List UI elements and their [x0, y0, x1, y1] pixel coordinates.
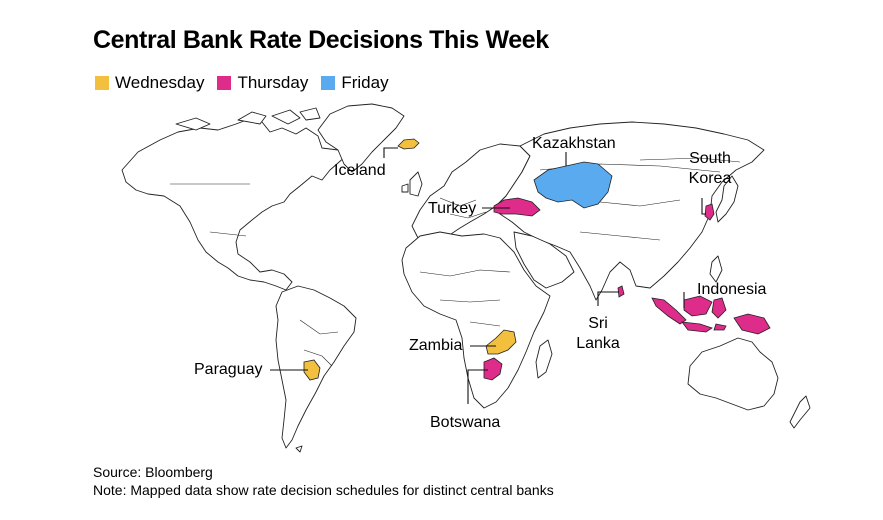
- arctic-islands: [175, 107, 321, 131]
- border-asia-1: [579, 157, 741, 241]
- footer: Source: Bloomberg Note: Mapped data show…: [93, 463, 554, 499]
- label-sri-lanka: Sri Lanka: [568, 314, 628, 354]
- new-zealand-landmass: [789, 395, 811, 429]
- label-south-korea-line1: South: [689, 150, 731, 167]
- border-europe-1: [439, 197, 487, 219]
- japan-landmass: [715, 175, 739, 223]
- legend-label-thursday: Thursday: [237, 73, 309, 92]
- botswana-leader: [467, 369, 488, 404]
- madagascar-landmass: [535, 339, 553, 379]
- label-kazakhstan: Kazakhstan: [532, 135, 616, 152]
- uk-landmass: [401, 171, 423, 197]
- iceland-leader: [383, 147, 398, 158]
- sri-lanka-leader: [597, 291, 619, 306]
- africa-landmass: [401, 231, 551, 409]
- label-sri-lanka-line1: Sri: [588, 315, 608, 332]
- iceland-shape: [397, 138, 420, 150]
- indonesia-shape: [651, 295, 771, 335]
- label-sri-lanka-line2: Lanka: [576, 335, 620, 352]
- label-south-korea-line2: Korea: [688, 170, 732, 187]
- small-islands: [295, 445, 303, 453]
- legend-swatch-wednesday: [95, 76, 109, 90]
- border-us-mexico: [209, 231, 247, 237]
- legend: Wednesday Thursday Friday: [95, 73, 389, 93]
- border-brazil: [299, 319, 339, 367]
- arabia-landmass: [513, 231, 575, 289]
- legend-item-thursday: Thursday: [217, 73, 308, 93]
- legend-item-friday: Friday: [321, 73, 389, 93]
- legend-item-wednesday: Wednesday: [95, 73, 204, 93]
- turkey-shape: [493, 197, 541, 217]
- label-indonesia: Indonesia: [697, 281, 767, 298]
- source-text: Source: Bloomberg: [93, 464, 213, 480]
- sri-lanka-shape: [617, 285, 625, 298]
- label-south-korea: South Korea: [682, 149, 738, 189]
- label-iceland: Iceland: [334, 162, 386, 179]
- legend-swatch-thursday: [217, 76, 232, 90]
- label-paraguay: Paraguay: [194, 361, 263, 378]
- australia-landmass: [687, 337, 779, 411]
- philippines-landmass: [709, 255, 723, 283]
- label-zambia: Zambia: [409, 337, 463, 354]
- legend-label-friday: Friday: [341, 73, 389, 92]
- legend-label-wednesday: Wednesday: [115, 73, 205, 92]
- south-korea-leader: [701, 198, 706, 215]
- zambia-shape: [485, 329, 517, 355]
- kazakhstan-shape: [533, 161, 613, 209]
- label-botswana: Botswana: [430, 414, 501, 431]
- botswana-shape: [483, 357, 503, 381]
- north-america-landmass: [121, 117, 347, 291]
- paraguay-shape: [303, 359, 321, 381]
- note-text: Note: Mapped data show rate decision sch…: [93, 482, 554, 498]
- legend-swatch-friday: [321, 76, 336, 90]
- border-africa-1: [419, 269, 511, 327]
- label-turkey: Turkey: [428, 200, 477, 217]
- chart-title: Central Bank Rate Decisions This Week: [93, 26, 549, 54]
- greenland-landmass: [317, 103, 405, 173]
